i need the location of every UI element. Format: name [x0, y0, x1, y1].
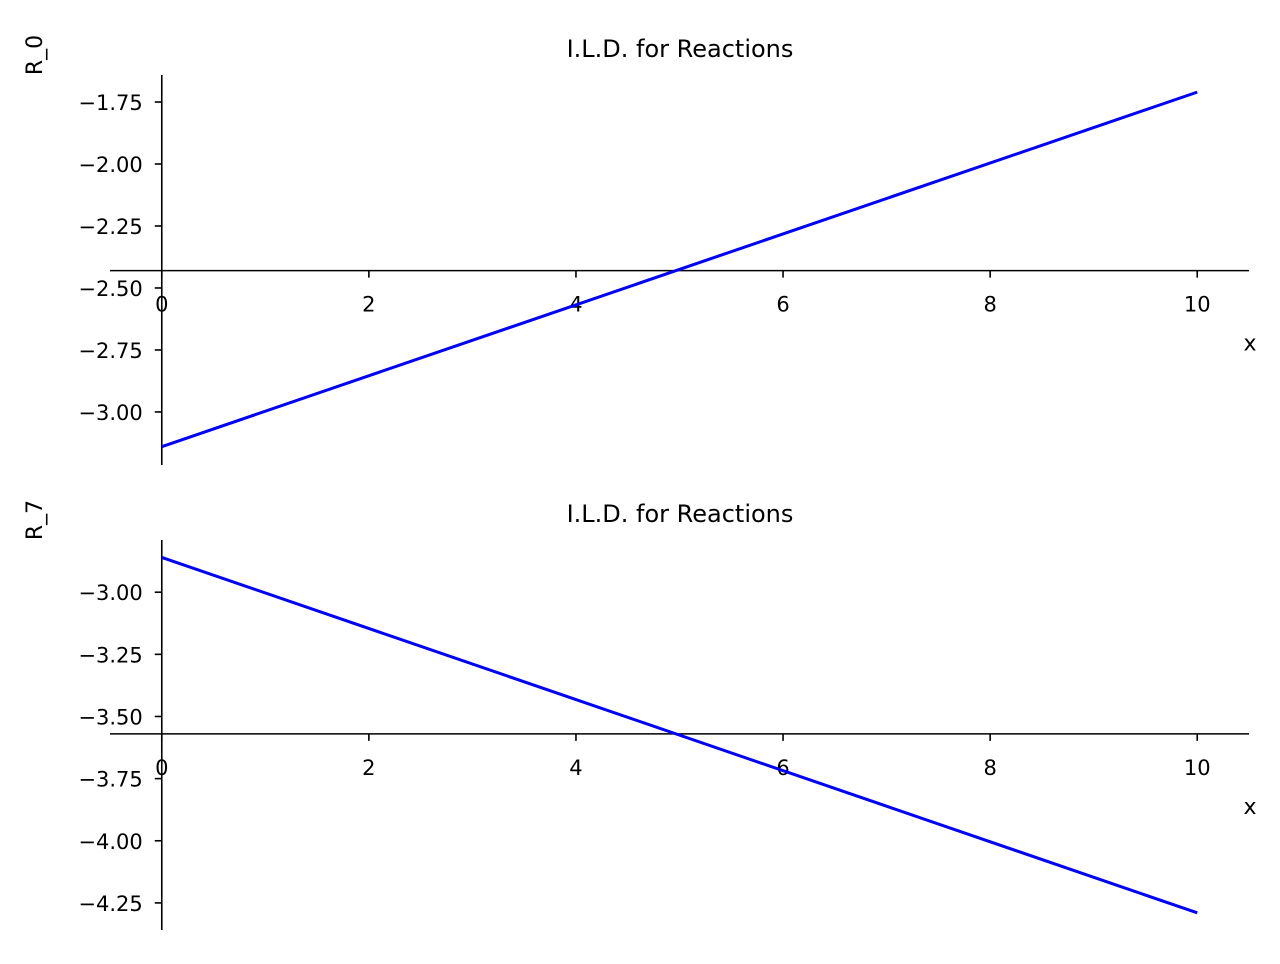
y-tick-label: −4.25 [78, 892, 142, 916]
y-tick-label: −3.00 [78, 581, 142, 605]
chart-title: I.L.D. for Reactions [567, 500, 794, 528]
y-axis-label: R_7 [23, 500, 48, 540]
x-tick-label: 6 [776, 756, 789, 780]
x-tick-label: 10 [1184, 756, 1211, 780]
y-tick-label: −2.25 [78, 215, 142, 239]
series-line [161, 90, 1198, 449]
x-tick-label: 10 [1184, 293, 1211, 317]
x-tick-label: 0 [155, 293, 168, 317]
chart-title: I.L.D. for Reactions [567, 35, 794, 63]
subplot-0: I.L.D. for Reactions −1.75 −2.00 −2.25 −2.50… [23, 35, 1257, 465]
y-tick-label: −2.00 [78, 153, 142, 177]
y-axis-label: R_0 [23, 35, 48, 75]
x-axis-label: x [1243, 795, 1256, 820]
y-tick-label: −3.75 [78, 768, 142, 792]
x-tick-label: 8 [983, 756, 996, 780]
x-tick-label: 4 [569, 756, 582, 780]
y-tick-label: −3.25 [78, 643, 142, 667]
y-tick-label: −1.75 [78, 91, 142, 115]
x-tick-label: 2 [362, 293, 375, 317]
subplot-1: I.L.D. for Reactions −3.00 −3.25 −3.50 −3.75… [23, 500, 1257, 930]
y-tick-label: −4.00 [78, 830, 142, 854]
series-line [161, 555, 1198, 915]
y-tick-label: −3.00 [78, 401, 142, 425]
y-tick-label: −3.50 [78, 705, 142, 729]
x-tick-label: 6 [776, 293, 789, 317]
x-tick-label: 8 [983, 293, 996, 317]
y-tick-label: −2.50 [78, 277, 142, 301]
x-tick-label: 0 [155, 756, 168, 780]
x-axis-label: x [1243, 332, 1256, 357]
x-tick-label: 2 [362, 756, 375, 780]
y-tick-label: −2.75 [78, 339, 142, 363]
